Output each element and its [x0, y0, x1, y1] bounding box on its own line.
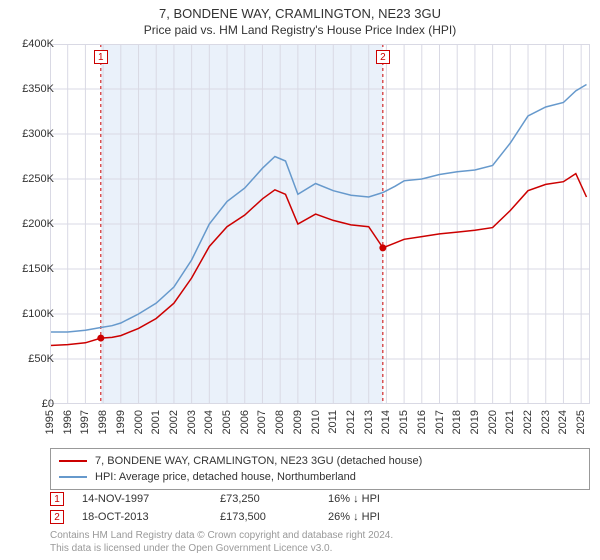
legend-label: HPI: Average price, detached house, Nort… — [95, 471, 356, 483]
footer-line2: This data is licensed under the Open Gov… — [50, 543, 590, 556]
x-tick-label: 2001 — [150, 410, 162, 434]
legend-label: 7, BONDENE WAY, CRAMLINGTON, NE23 3GU (d… — [95, 455, 422, 467]
x-tick-label: 2000 — [133, 410, 145, 434]
sale-row-marker: 1 — [50, 492, 64, 506]
x-tick-label: 2017 — [434, 410, 446, 434]
y-tick-label: £300K — [22, 128, 54, 140]
sale-row-diff: 16% ↓ HPI — [328, 493, 428, 505]
sale-row-price: £73,250 — [220, 493, 310, 505]
x-tick-label: 2007 — [256, 410, 268, 434]
x-tick-label: 2013 — [363, 410, 375, 434]
footer-line1: Contains HM Land Registry data © Crown c… — [50, 530, 590, 543]
x-tick-label: 2003 — [186, 410, 198, 434]
legend-swatch — [59, 476, 87, 478]
sale-row-diff: 26% ↓ HPI — [328, 511, 428, 523]
sale-row-date: 14-NOV-1997 — [82, 493, 202, 505]
y-tick-label: £0 — [42, 398, 54, 410]
chart-svg — [50, 44, 590, 404]
legend-item: 7, BONDENE WAY, CRAMLINGTON, NE23 3GU (d… — [59, 453, 581, 469]
legend-swatch — [59, 460, 87, 462]
x-tick-label: 2019 — [469, 410, 481, 434]
chart-title: 7, BONDENE WAY, CRAMLINGTON, NE23 3GU — [0, 0, 600, 21]
footer-attribution: Contains HM Land Registry data © Crown c… — [50, 530, 590, 555]
chart-container: 7, BONDENE WAY, CRAMLINGTON, NE23 3GU Pr… — [0, 0, 600, 560]
x-tick-label: 2011 — [327, 410, 339, 434]
x-tick-label: 2005 — [221, 410, 233, 434]
y-tick-label: £100K — [22, 308, 54, 320]
x-tick-label: 2018 — [451, 410, 463, 434]
sales-table: 1 14-NOV-1997 £73,250 16% ↓ HPI 2 18-OCT-2013… — [50, 490, 590, 526]
x-tick-label: 2020 — [487, 410, 499, 434]
sale-marker-2: 2 — [376, 50, 390, 64]
y-tick-label: £400K — [22, 38, 54, 50]
x-tick-label: 2012 — [345, 410, 357, 434]
x-tick-label: 2023 — [540, 410, 552, 434]
x-tick-label: 2021 — [504, 410, 516, 434]
sale-row: 2 18-OCT-2013 £173,500 26% ↓ HPI — [50, 508, 590, 526]
x-tick-label: 1999 — [115, 410, 127, 434]
x-tick-label: 2016 — [416, 410, 428, 434]
x-tick-label: 1998 — [97, 410, 109, 434]
sale-row-date: 18-OCT-2013 — [82, 511, 202, 523]
sale-row-price: £173,500 — [220, 511, 310, 523]
x-tick-label: 2014 — [380, 410, 392, 434]
y-tick-label: £150K — [22, 263, 54, 275]
y-tick-label: £200K — [22, 218, 54, 230]
chart-area — [50, 44, 590, 404]
y-tick-label: £50K — [28, 353, 54, 365]
x-tick-label: 2004 — [203, 410, 215, 434]
x-tick-label: 2006 — [239, 410, 251, 434]
x-tick-label: 2002 — [168, 410, 180, 434]
x-tick-label: 2015 — [398, 410, 410, 434]
sale-row-marker: 2 — [50, 510, 64, 524]
x-tick-label: 2010 — [310, 410, 322, 434]
legend-item: HPI: Average price, detached house, Nort… — [59, 469, 581, 485]
x-tick-label: 1997 — [79, 410, 91, 434]
x-tick-label: 2024 — [557, 410, 569, 434]
x-tick-label: 2022 — [522, 410, 534, 434]
x-tick-label: 2025 — [575, 410, 587, 434]
x-tick-label: 1995 — [44, 410, 56, 434]
y-tick-label: £350K — [22, 83, 54, 95]
x-tick-label: 2009 — [292, 410, 304, 434]
legend: 7, BONDENE WAY, CRAMLINGTON, NE23 3GU (d… — [50, 448, 590, 490]
y-tick-label: £250K — [22, 173, 54, 185]
x-tick-label: 2008 — [274, 410, 286, 434]
chart-subtitle: Price paid vs. HM Land Registry's House … — [0, 21, 600, 41]
sale-row: 1 14-NOV-1997 £73,250 16% ↓ HPI — [50, 490, 590, 508]
x-tick-label: 1996 — [62, 410, 74, 434]
sale-marker-1: 1 — [94, 50, 108, 64]
